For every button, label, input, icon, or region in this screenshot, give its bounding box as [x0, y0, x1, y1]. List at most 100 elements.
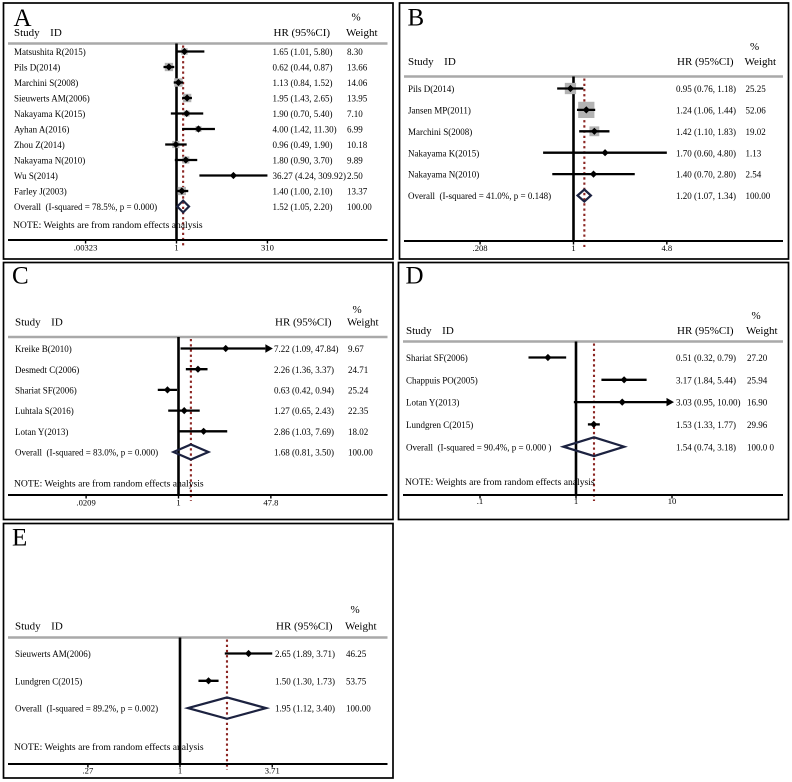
study-row	[179, 427, 228, 435]
point-estimate-marker	[566, 84, 575, 93]
overall-weight-value: 100.00	[346, 704, 371, 714]
study-name: Wu S(2014)	[14, 171, 58, 181]
overall-weight-value: 100.00	[746, 191, 771, 201]
point-estimate-marker	[590, 127, 598, 135]
header-hr-ci: HR (95%CI)	[274, 27, 331, 39]
study-hr-ci-value: 1.95 (1.43, 2.65)	[273, 94, 333, 104]
study-weight-value: 22.35	[348, 406, 369, 416]
ci-clip-arrow	[666, 397, 674, 407]
point-estimate-marker	[589, 170, 598, 178]
study-weight-value: 18.02	[348, 427, 368, 437]
study-row	[576, 101, 596, 119]
study-hr-ci-value: 0.95 (0.76, 1.18)	[676, 84, 736, 94]
study-row	[170, 109, 204, 118]
study-weight-value: 25.24	[348, 386, 369, 396]
axis-tick-label: 47.8	[263, 498, 278, 508]
study-row	[182, 125, 215, 133]
panel-a	[2, 2, 394, 260]
header-study-id: Study ID	[408, 56, 456, 68]
axis-tick-label: 310	[261, 243, 274, 253]
axis-tick-label: 1	[571, 243, 575, 253]
point-estimate-marker	[194, 365, 202, 373]
study-hr-ci-value: 7.22 (1.09, 47.84)	[274, 344, 339, 354]
study-weight-value: 1.13	[746, 148, 762, 158]
study-row	[157, 386, 178, 394]
study-row	[176, 186, 189, 196]
header-percent: %	[750, 41, 759, 53]
point-estimate-marker	[183, 94, 191, 102]
study-weight-value: 46.25	[346, 649, 367, 659]
study-weight-value: 24.71	[348, 365, 368, 375]
study-name: Luhtala S(2016)	[15, 406, 74, 416]
point-estimate-marker	[590, 420, 598, 428]
study-hr-ci-value: 2.26 (1.36, 3.37)	[274, 365, 334, 375]
random-effects-note: NOTE: Weights are from random effects an…	[14, 742, 204, 753]
study-weight-value: 16.90	[747, 398, 768, 408]
study-hr-ci-value: 1.90 (0.70, 5.40)	[273, 109, 333, 119]
study-row	[168, 407, 200, 415]
overall-row	[175, 199, 191, 214]
point-estimate-marker	[601, 149, 609, 157]
header-study-id: Study ID	[15, 317, 63, 329]
study-weight-value: 13.95	[347, 94, 368, 104]
study-name: Shariat SF(2006)	[15, 386, 77, 396]
study-name: Sieuwerts AM(2006)	[15, 649, 91, 659]
header-hr-ci: HR (95%CI)	[275, 317, 332, 329]
study-weight-value: 14.06	[347, 78, 368, 88]
axis-tick-label: 1	[178, 766, 182, 776]
study-name: Marchini S(2008)	[14, 78, 78, 88]
axis-tick-label: 4.8	[661, 243, 672, 253]
panel-c	[2, 261, 394, 521]
point-estimate-marker	[182, 156, 190, 164]
point-estimate-marker	[180, 407, 188, 415]
overall-weight-value: 100.00	[348, 448, 373, 458]
point-estimate-marker	[618, 398, 626, 406]
panel-border	[2, 261, 394, 521]
point-estimate-marker	[194, 125, 203, 133]
random-effects-note: NOTE: Weights are from random effects an…	[405, 477, 595, 488]
study-row	[176, 47, 205, 56]
study-weight-value: 25.94	[747, 375, 768, 385]
study-hr-ci-value: 1.27 (0.65, 2.43)	[274, 406, 334, 416]
study-row	[552, 170, 635, 178]
study-hr-ci-value: 1.65 (1.01, 5.80)	[273, 47, 333, 57]
study-weight-value: 8.30	[347, 47, 363, 57]
overall-diamond	[170, 443, 212, 461]
axis-tick-label: .208	[473, 243, 488, 253]
header-hr-ci: HR (95%CI)	[677, 56, 734, 68]
study-hr-ci-value: 1.40 (0.70, 2.80)	[676, 170, 736, 180]
header-study-id: Study ID	[15, 621, 63, 633]
study-hr-ci-value: 0.62 (0.44, 0.87)	[273, 63, 333, 73]
point-estimate-marker	[178, 187, 186, 195]
study-name: Pils D(2014)	[14, 63, 60, 73]
study-hr-ci-value: 1.42 (1.10, 1.83)	[676, 127, 736, 137]
header-weight: Weight	[746, 325, 778, 337]
study-weight-value: 19.02	[746, 127, 766, 137]
study-weight-value: 25.25	[746, 84, 767, 94]
study-weight-value: 13.37	[347, 187, 368, 197]
study-name: Nakayama K(2015)	[408, 148, 479, 158]
header-hr-ci: HR (95%CI)	[677, 325, 734, 337]
panel-label: B	[408, 5, 425, 32]
study-weight-value: 53.75	[346, 676, 367, 686]
panel-label: C	[12, 263, 29, 290]
overall-label: Overall (I-squared = 90.4%, p = 0.000 )	[406, 442, 551, 452]
axis-tick-label: 10	[668, 496, 677, 506]
overall-hr-ci-value: 1.52 (1.05, 2.20)	[273, 202, 333, 212]
study-row	[174, 156, 198, 164]
overall-label: Overall (I-squared = 89.2%, p = 0.002)	[15, 704, 158, 714]
study-row	[165, 140, 187, 149]
study-row	[557, 82, 584, 95]
point-estimate-marker	[163, 386, 172, 394]
study-row	[182, 93, 192, 103]
header-hr-ci: HR (95%CI)	[276, 621, 333, 633]
panel-border	[397, 261, 790, 521]
overall-hr-ci-value: 1.54 (0.74, 3.18)	[676, 442, 736, 452]
overall-hr-ci-value: 1.20 (1.07, 1.34)	[676, 191, 736, 201]
header-study-id: Study ID	[406, 325, 454, 337]
point-estimate-marker	[244, 649, 253, 658]
panel-border	[2, 522, 394, 779]
header-percent: %	[352, 12, 361, 24]
study-name: Lundgren C(2015)	[406, 420, 473, 430]
